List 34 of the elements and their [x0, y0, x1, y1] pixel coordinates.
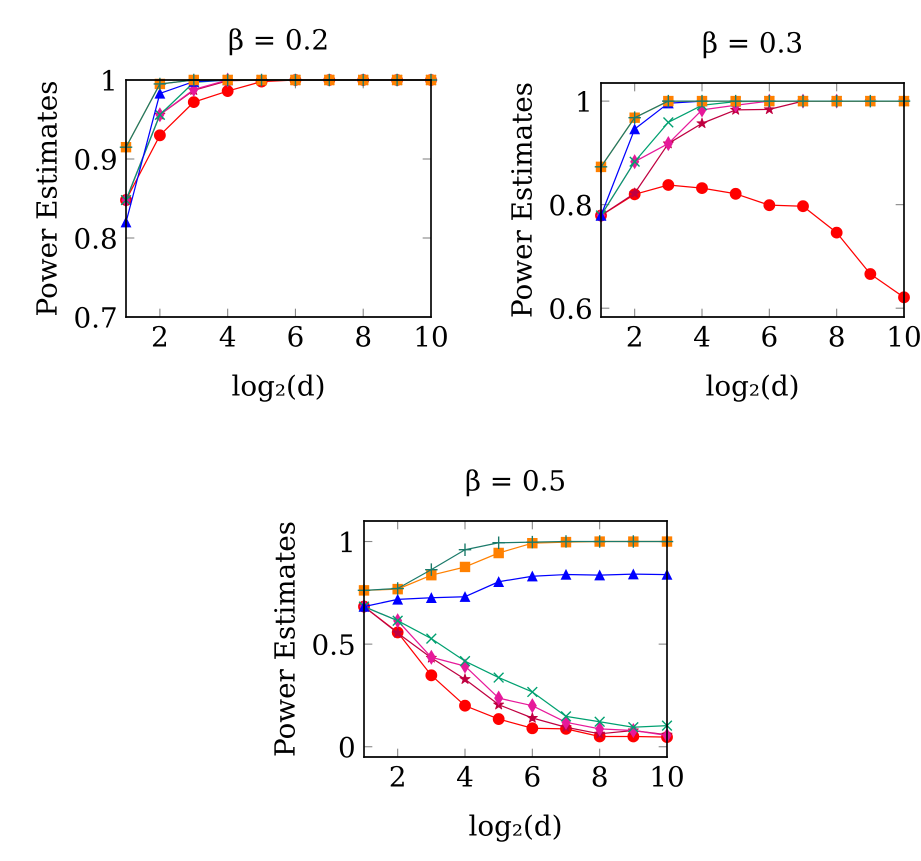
y-axis-title: Power Estimates: [36, 82, 57, 315]
chart-title: β = 0.3: [704, 31, 802, 58]
x-tick-label: 8: [592, 766, 607, 787]
y-axis-title: Power Estimates: [511, 83, 532, 316]
y-axis-title: Power Estimates: [274, 522, 295, 756]
x-tick-label: 2: [390, 766, 404, 786]
y-tick-label: 1: [578, 91, 589, 112]
y-tick-label: 0.7: [75, 306, 116, 328]
x-tick-label: 8: [830, 326, 844, 347]
x-tick-label: 6: [525, 766, 540, 787]
y-tick-label: 0.9: [75, 148, 116, 170]
x-tick-label: 8: [356, 326, 370, 347]
y-tick-label: 0: [340, 736, 354, 758]
y-tick-label: 0.6: [550, 298, 591, 320]
y-tick-label: 0.8: [550, 194, 591, 216]
y-tick-label: 0.5: [313, 634, 354, 656]
y-tick-label: 1: [103, 70, 114, 91]
x-tick-label: 2: [628, 326, 641, 346]
x-axis-title: log₂(d): [232, 374, 324, 402]
x-tick-label: 10: [652, 766, 683, 787]
x-tick-label: 4: [220, 326, 236, 346]
y-tick-label: 1: [341, 531, 352, 552]
x-tick-label: 10: [416, 326, 447, 347]
chart-title: β = 0.5: [466, 469, 564, 496]
x-tick-label: 2: [152, 326, 166, 346]
x-tick-label: 4: [457, 766, 472, 786]
x-tick-label: 10: [890, 326, 920, 347]
chart-title: β = 0.2: [230, 28, 326, 56]
x-tick-label: 4: [694, 326, 710, 346]
y-tick-label: 0.8: [75, 228, 116, 249]
x-tick-label: 6: [762, 326, 776, 347]
x-axis-title: log₂(d): [706, 374, 798, 402]
x-tick-label: 6: [288, 326, 303, 347]
x-axis-title: log₂(d): [469, 814, 560, 842]
